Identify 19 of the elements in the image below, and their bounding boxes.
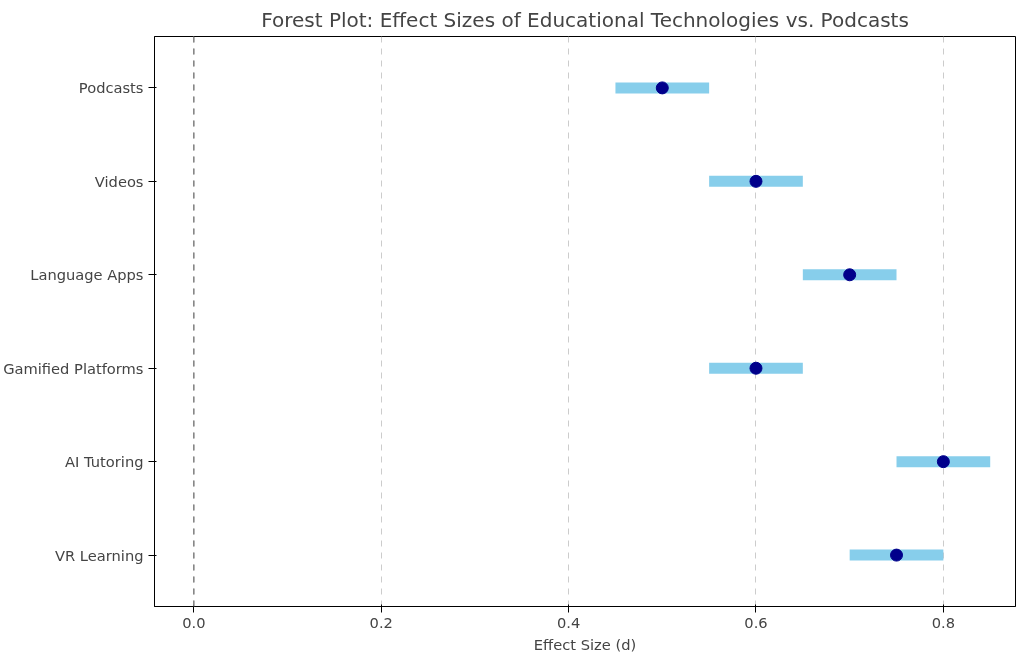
y-tick-label: VR Learning [55,546,144,564]
x-tick-label: 0.6 [744,613,768,631]
point [749,361,763,375]
x-tick-label: 0.8 [931,613,956,631]
x-axis-title: Effect Size (d) [533,635,637,653]
y-tick-label: Language Apps [30,266,144,284]
point [749,174,763,188]
point [890,548,904,562]
y-tick-label: AI Tutoring [65,453,144,471]
point [655,81,669,95]
chart-title: Forest Plot: Effect Sizes of Educational Technologies vs. Podcasts [261,7,909,32]
point [843,268,857,282]
point [936,455,950,469]
x-tick-label: 0.4 [556,613,581,631]
y-tick-label: Videos [94,172,144,190]
y-tick-label: Podcasts [78,79,144,97]
x-tick-label: 0.2 [369,613,393,631]
x-tick-label: 0.0 [182,613,206,631]
y-tick-label: Gamified Platforms [3,359,144,377]
